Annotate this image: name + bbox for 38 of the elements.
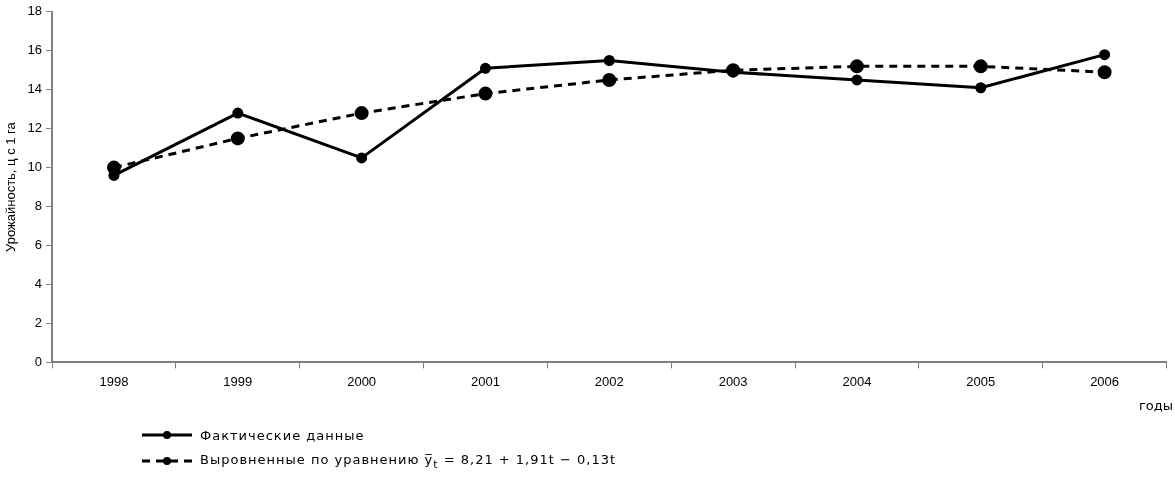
x-tick-label: 2001 <box>470 373 500 389</box>
y-tick-label: 18 <box>27 3 43 19</box>
x-tick-label: 2002 <box>594 373 624 389</box>
y-tick-label: 16 <box>27 42 43 58</box>
legend-label: Выровненные по уравнению y̅$_{t}$ = 8,21 + 1,91t − 0,13t <box>200 451 617 471</box>
y-tick-label: 2 <box>34 315 43 331</box>
x-tick-label: 2005 <box>966 373 996 389</box>
y-tick-label: 14 <box>27 81 43 97</box>
y-tick-label: 6 <box>34 237 43 253</box>
x-tick-label: 2004 <box>842 373 872 389</box>
point <box>602 72 617 87</box>
y-tick-label: 4 <box>34 276 43 292</box>
point <box>975 82 987 94</box>
x-tick-label: 2003 <box>718 373 748 389</box>
point <box>230 131 245 146</box>
point <box>603 54 615 66</box>
point <box>478 86 493 101</box>
point <box>356 152 368 164</box>
x-axis-title: годы <box>1138 397 1173 413</box>
y-axis-title: Урожайность, ц с 1 га <box>3 121 19 252</box>
x-tick-label: 2006 <box>1090 373 1120 389</box>
point <box>851 74 863 86</box>
x-tick-label: 1998 <box>99 373 129 389</box>
x-tick-label: 2000 <box>347 373 377 389</box>
y-tick-label: 8 <box>34 198 43 214</box>
y-tick-label: 12 <box>27 120 43 136</box>
y-tick-label: 0 <box>34 353 43 369</box>
point <box>849 59 864 74</box>
point <box>1099 49 1111 61</box>
point <box>354 106 369 121</box>
x-tick-label: 1999 <box>223 373 253 389</box>
point <box>1097 65 1112 80</box>
point <box>973 59 988 74</box>
y-tick-label: 10 <box>27 159 43 175</box>
point <box>106 160 121 175</box>
legend-label: Фактические данные <box>200 427 365 443</box>
point <box>479 62 491 74</box>
point <box>232 107 244 119</box>
